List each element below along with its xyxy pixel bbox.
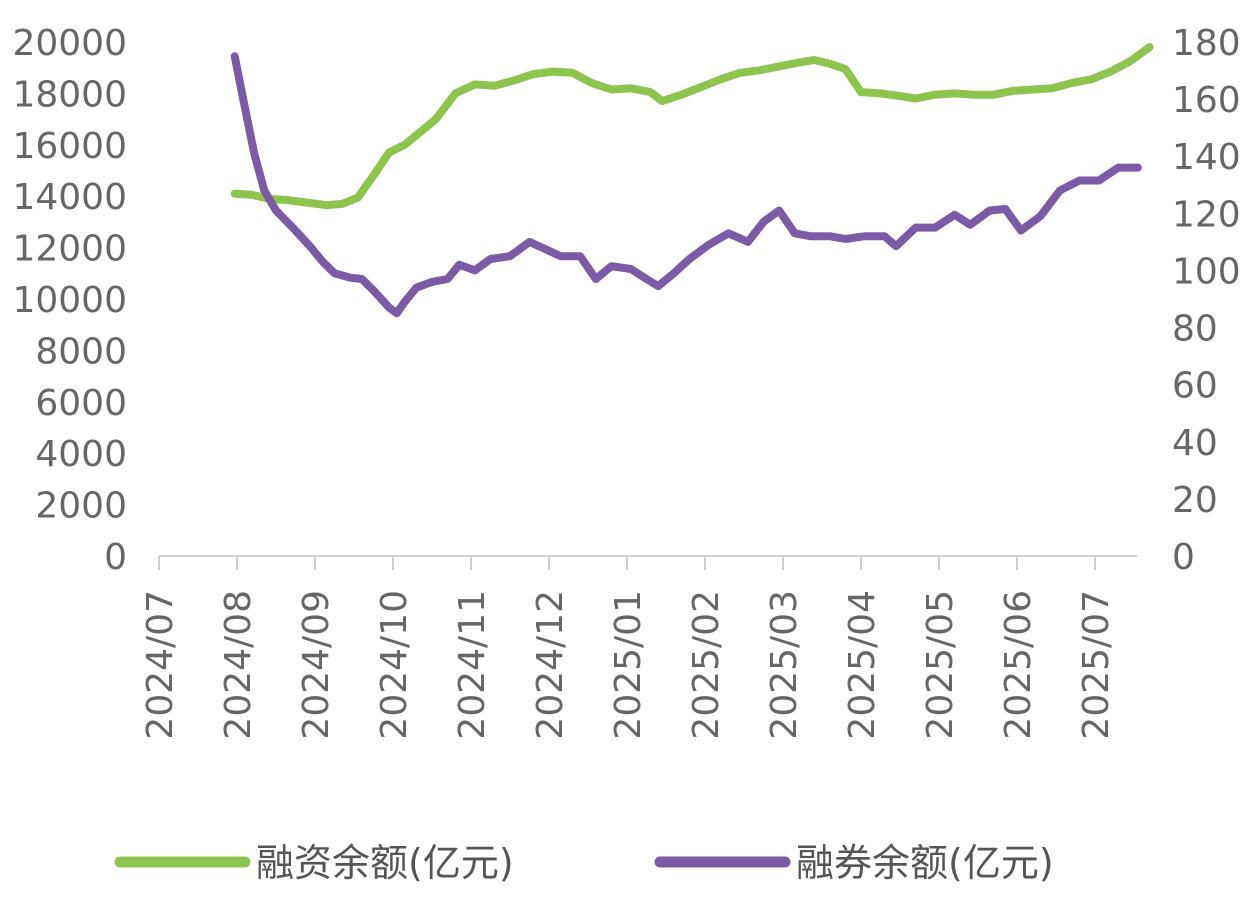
- x-tick-label: 2025/02: [686, 590, 727, 740]
- x-tick-label: 2025/01: [608, 590, 649, 740]
- legend: 融资余额(亿元) 融券余额(亿元): [114, 841, 1054, 885]
- legend-label: 融券余额(亿元): [796, 841, 1054, 885]
- y-right-tick-label: 0: [1172, 537, 1195, 578]
- y-axis-left: 0 2000 4000 6000 8000 10000 12000 14000 16000 180…: [12, 23, 127, 578]
- y-left-tick-label: 0: [104, 537, 127, 578]
- x-tick-label: 2024/11: [452, 590, 493, 740]
- y-axis-right: 0 20 40 60 80 100 120 140 160 180: [1172, 23, 1241, 578]
- y-left-tick-label: 16000: [12, 126, 127, 167]
- y-right-tick-label: 120: [1172, 194, 1241, 235]
- y-left-tick-label: 14000: [12, 177, 127, 218]
- series-line-securities-lending: [230, 52, 1142, 318]
- x-tick-label: 2024/10: [374, 590, 415, 740]
- x-tick-label: 2024/09: [296, 590, 337, 740]
- y-right-tick-label: 20: [1172, 480, 1218, 521]
- x-tick-label: 2025/06: [998, 590, 1039, 740]
- y-right-tick-label: 180: [1172, 23, 1241, 64]
- x-tick-label: 2025/07: [1076, 590, 1117, 740]
- x-tick-label: 2024/07: [140, 590, 181, 740]
- x-tick-label: 2025/03: [764, 590, 805, 740]
- y-left-tick-label: 12000: [12, 229, 127, 270]
- y-right-tick-label: 80: [1172, 309, 1218, 350]
- legend-label: 融资余额(亿元): [256, 841, 514, 885]
- x-tick-label: 2025/05: [920, 590, 961, 740]
- y-left-tick-label: 2000: [35, 486, 127, 527]
- series-line-margin-financing: [230, 43, 1154, 210]
- y-right-tick-label: 140: [1172, 137, 1241, 178]
- y-left-tick-label: 18000: [12, 74, 127, 115]
- y-right-tick-label: 40: [1172, 423, 1218, 464]
- y-right-tick-label: 160: [1172, 80, 1241, 121]
- y-left-tick-label: 20000: [12, 23, 127, 64]
- y-right-tick-label: 60: [1172, 366, 1218, 407]
- y-left-tick-label: 10000: [12, 280, 127, 321]
- y-right-tick-label: 100: [1172, 251, 1241, 292]
- y-left-tick-label: 4000: [35, 434, 127, 475]
- y-left-tick-label: 6000: [35, 383, 127, 424]
- series-group: [230, 43, 1154, 318]
- x-axis: 2024/07 2024/08 2024/09 2024/10 2024/11 2024/…: [140, 555, 1137, 740]
- x-tick-label: 2025/04: [842, 590, 883, 740]
- y-left-tick-label: 8000: [35, 331, 127, 372]
- x-tick-label: 2024/08: [218, 590, 259, 740]
- x-tick-label: 2024/12: [530, 590, 571, 740]
